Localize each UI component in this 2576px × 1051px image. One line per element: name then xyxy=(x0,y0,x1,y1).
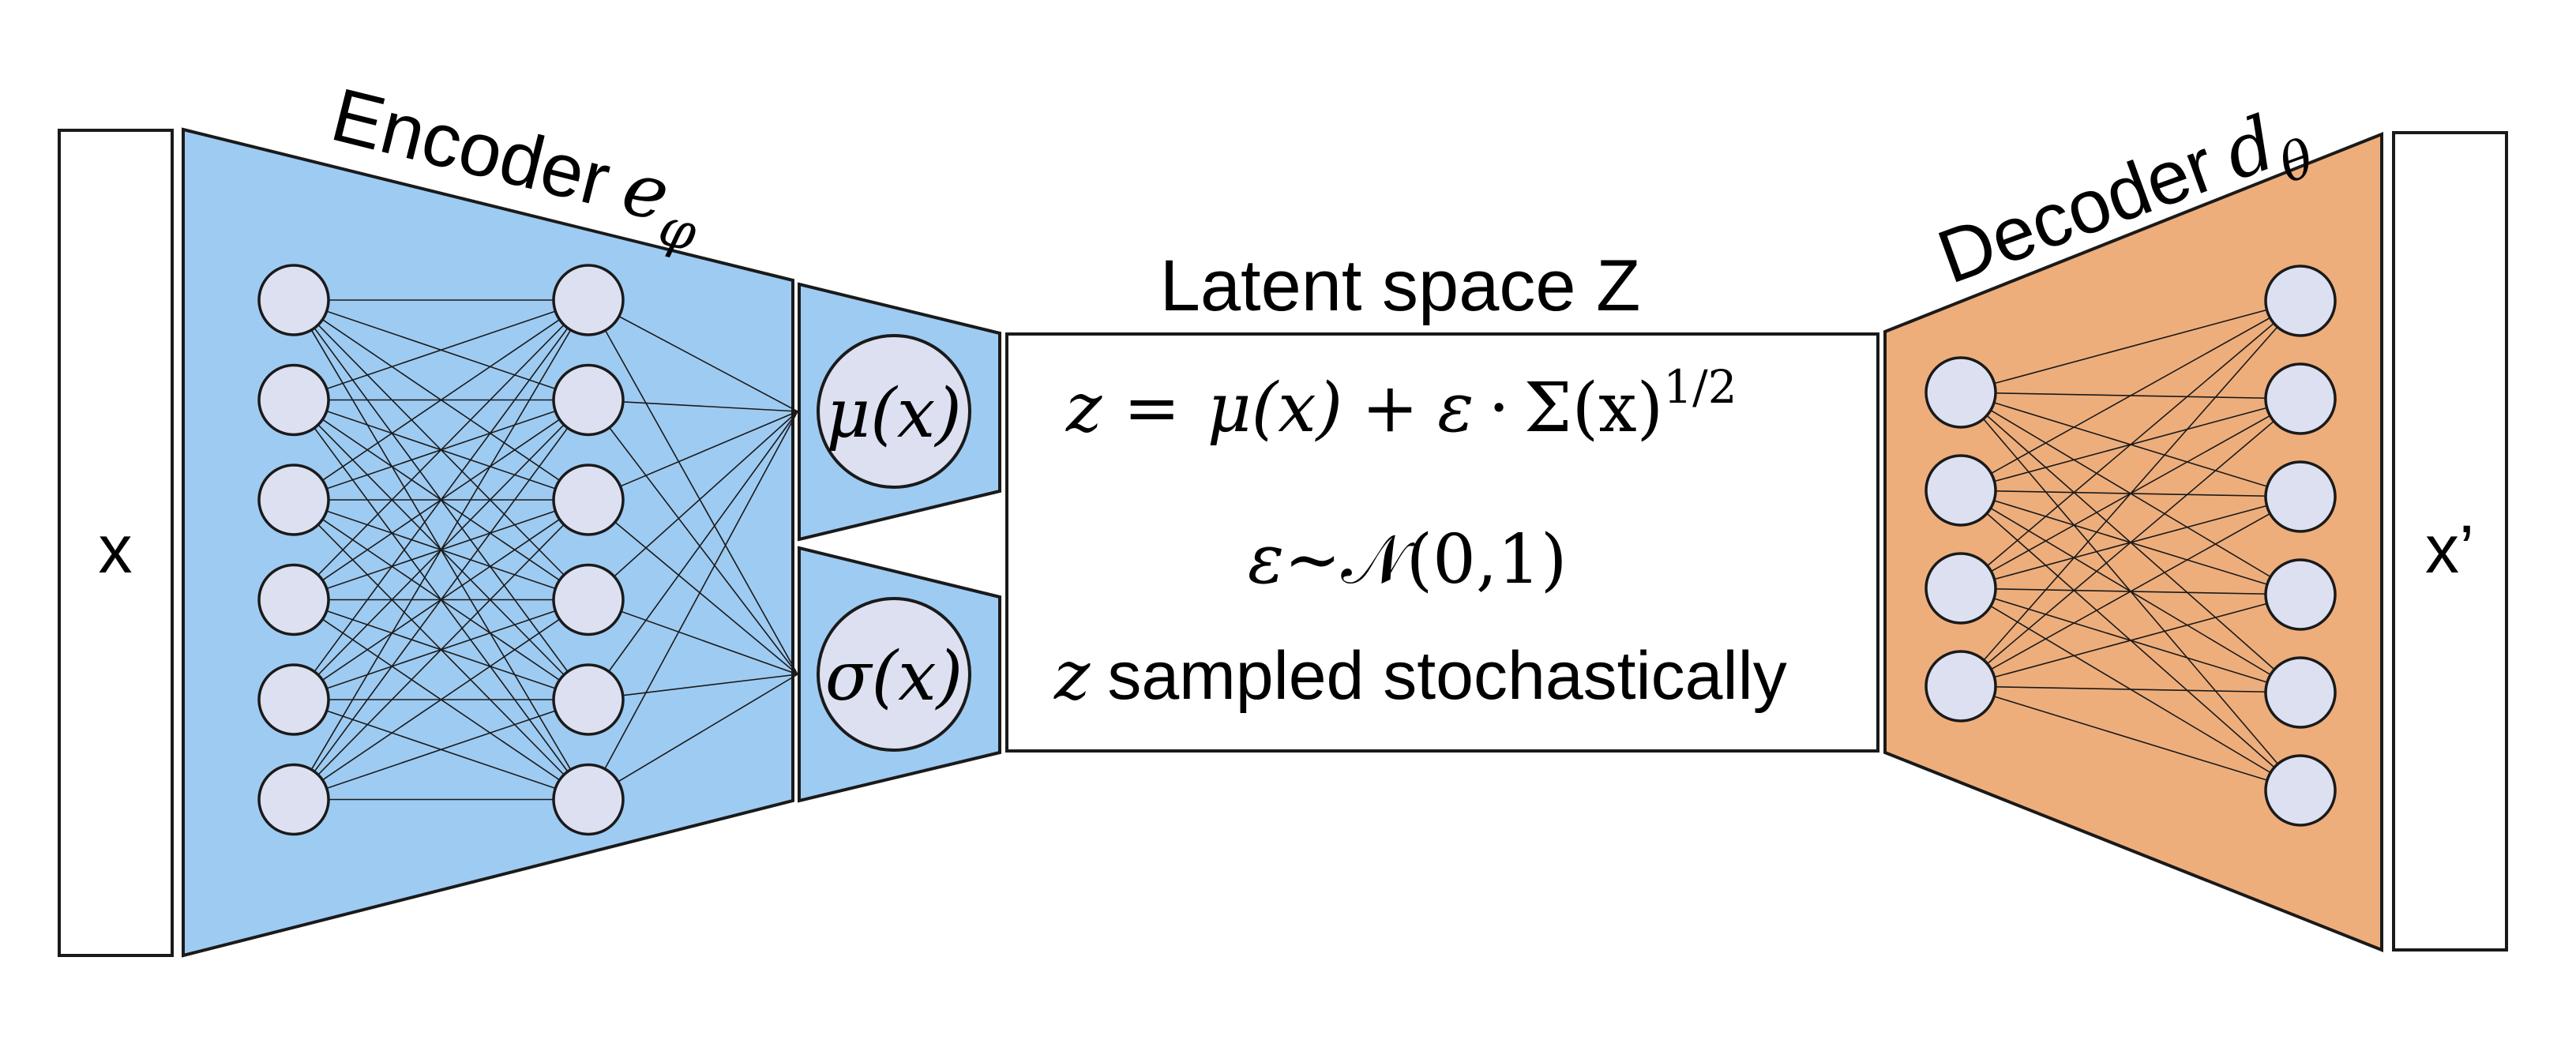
encoder-hidden-node xyxy=(552,763,625,836)
decoder-nodes xyxy=(1924,265,2337,827)
encoder-output-edge xyxy=(588,411,798,700)
encoder-output-edge xyxy=(588,499,798,675)
encoder-output-edge xyxy=(588,674,798,801)
encoder-edge xyxy=(293,499,589,801)
encoder-input-node xyxy=(257,363,330,437)
encoder-input-node xyxy=(257,563,330,636)
encoder-edge xyxy=(293,699,589,801)
decoder-output-node xyxy=(2264,362,2337,435)
encoder-hidden-node xyxy=(552,264,625,336)
decoder-connections xyxy=(1960,300,2301,791)
decoder-edge xyxy=(1960,496,2301,687)
encoder-output-edge xyxy=(588,400,798,675)
decoder-edge xyxy=(1960,300,2301,589)
latent-box xyxy=(1005,332,1879,753)
encoder-hidden-node xyxy=(552,363,625,437)
output-box xyxy=(2392,131,2508,952)
decoder-input-node xyxy=(1924,552,1997,625)
input-label: x xyxy=(99,512,133,587)
mu-label: μ(x) xyxy=(826,374,962,453)
decoder-input-node xyxy=(1924,356,1997,429)
decoder-input-node xyxy=(1924,650,1997,723)
decoder-output-node xyxy=(2264,754,2337,827)
encoder-output-edge xyxy=(588,299,798,412)
decoder-output-node xyxy=(2264,460,2337,533)
mu-node xyxy=(817,334,971,489)
encoder-edge xyxy=(293,299,589,401)
output-label: x’ xyxy=(2425,512,2474,587)
encoder-nodes xyxy=(257,264,625,836)
sigma-label: σ(x) xyxy=(825,637,963,716)
encoder-edge xyxy=(293,299,589,601)
decoder-output-node xyxy=(2264,656,2337,729)
decoder-edge xyxy=(1960,594,2301,687)
decoder-edge xyxy=(1960,685,2301,693)
sampling-note: z sampled stochastically xyxy=(1053,636,1787,715)
encoder-hidden-node xyxy=(552,464,625,536)
decoder-edge xyxy=(1960,685,2301,791)
encoder-hidden-node xyxy=(552,663,625,736)
encoder-hidden-node xyxy=(552,563,625,636)
encoder-input-node xyxy=(257,264,330,336)
decoder-input-node xyxy=(1924,454,1997,527)
encoder-output-edge xyxy=(588,411,798,501)
encoder-connections xyxy=(293,299,798,801)
encoder-output-edge xyxy=(588,299,798,675)
encoder-edge xyxy=(293,299,589,700)
decoder-output-node xyxy=(2264,558,2337,631)
decoder-edge xyxy=(1960,300,2301,491)
encoder-output-edge xyxy=(588,411,798,601)
sigma-node xyxy=(817,597,971,752)
decoder-output-node xyxy=(2264,265,2337,337)
encoder-edge xyxy=(293,299,589,800)
encoder-edge xyxy=(293,599,589,801)
latent-title: Latent space Z xyxy=(1160,246,1641,326)
encoder-output-edge xyxy=(588,411,798,800)
encoder-edge xyxy=(293,299,589,501)
decoder-edge xyxy=(1960,300,2301,687)
decoder-edge xyxy=(1960,300,2301,393)
input-box xyxy=(58,129,174,957)
encoder-input-node xyxy=(257,663,330,736)
noise-equation: ε~𝒩(0,1) xyxy=(1248,520,1567,599)
encoder-output-edge xyxy=(588,599,798,675)
encoder-edge xyxy=(293,400,589,800)
encoder-trapezoid xyxy=(182,127,794,958)
decoder-edge xyxy=(1960,398,2301,687)
latent-equation: z = μ(x) + ε · Σ(x)1/2 xyxy=(1065,360,1737,448)
encoder-input-node xyxy=(257,464,330,536)
encoder-input-node xyxy=(257,763,330,836)
